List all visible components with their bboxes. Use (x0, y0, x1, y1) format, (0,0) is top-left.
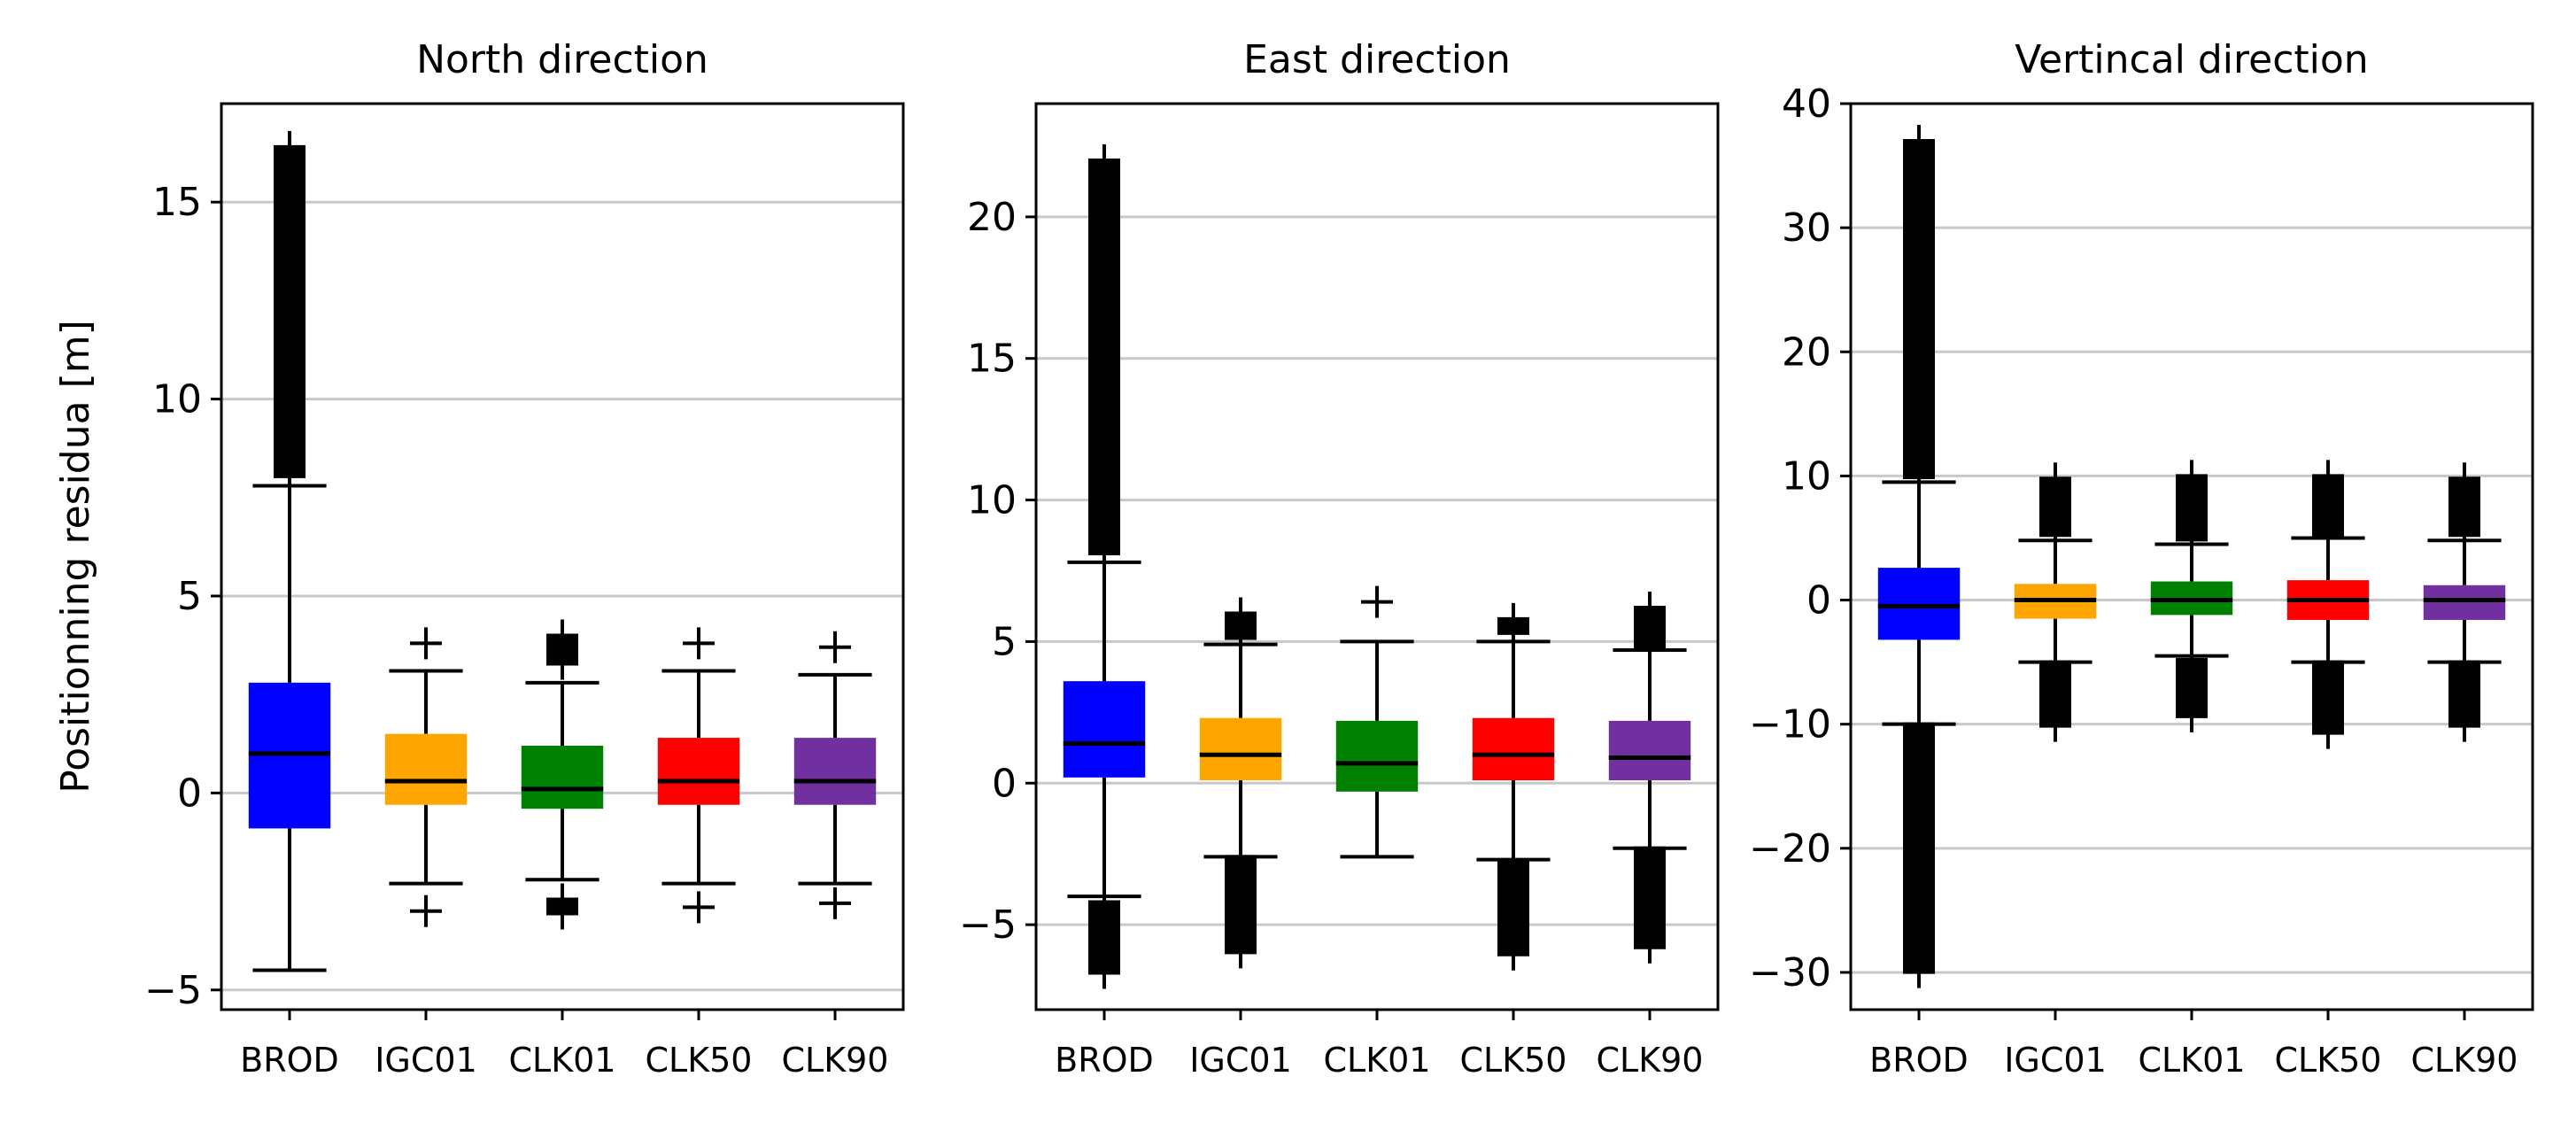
box-igc01 (384, 627, 468, 927)
box-clk01 (521, 619, 604, 930)
box-clk90 (1608, 592, 1691, 964)
x-tick-label: BROD (1055, 1041, 1154, 1080)
chart-title: Vertincal direction (2015, 37, 2368, 82)
fliers-high (546, 619, 578, 680)
chart-title: North direction (416, 37, 708, 82)
fliers-high (2039, 462, 2071, 552)
fliers-low (819, 887, 851, 919)
box-body (1608, 720, 1691, 781)
x-tick-label: IGC01 (2004, 1041, 2107, 1080)
y-tick-label: 10 (152, 377, 202, 422)
fliers-high (1903, 125, 1935, 494)
fliers-low (410, 895, 442, 927)
box-body (2423, 585, 2506, 620)
y-tick-label: −10 (1749, 702, 1831, 747)
y-tick-label: −5 (144, 968, 202, 1013)
y-tick-label: −30 (1749, 950, 1831, 995)
fliers-high (1497, 602, 1529, 649)
y-tick-label: 30 (1782, 205, 1831, 251)
fliers-low (2448, 646, 2480, 742)
box-brod (248, 130, 331, 972)
y-tick-label: 40 (1782, 81, 1831, 127)
panel-3: −30 −20 −10 0 10 20 30 40 BROD IGC01 CLK01 CLK50 CLK… (1749, 37, 2534, 1080)
y-tick-label: 5 (177, 574, 202, 619)
x-tick-label: BROD (1869, 1041, 1969, 1080)
box-clk50 (2286, 460, 2370, 749)
y-tick-label: 0 (177, 771, 202, 816)
box-body (521, 745, 604, 809)
axes-frame (220, 102, 905, 1011)
box-clk50 (657, 627, 740, 924)
fliers-low (2176, 643, 2208, 732)
fliers-high (2448, 462, 2480, 552)
box-body (1063, 681, 1146, 778)
fliers-high (819, 631, 851, 663)
y-tick-label: 5 (992, 619, 1017, 664)
fliers-low (1634, 832, 1666, 964)
x-tick-label: IGC01 (1189, 1041, 1292, 1080)
box-body (1472, 717, 1555, 781)
x-tick-label: CLK01 (509, 1041, 616, 1080)
y-tick-label: 0 (992, 761, 1017, 806)
fliers-high (1634, 592, 1666, 663)
panel-2: −5 0 5 10 15 20 BROD IGC01 CLK01 CLK50 CLK90 East d… (959, 37, 1720, 1080)
y-tick-label: 10 (1782, 453, 1831, 499)
x-tick-label: CLK01 (2139, 1041, 2246, 1080)
box-body (1335, 720, 1419, 792)
box-clk01 (1335, 585, 1419, 859)
y-tick-label: 20 (1782, 329, 1831, 375)
y-axis-label: Positionning residua [m] (53, 320, 98, 794)
box-body (1199, 717, 1282, 781)
panel-1: −5 0 5 10 15 BROD IGC01 CLK01 CLK50 CLK90 North di… (53, 37, 905, 1080)
fliers-low (2039, 646, 2071, 742)
x-tick-label: CLK50 (646, 1041, 753, 1080)
fliers-low (2312, 646, 2344, 749)
box-body (793, 738, 877, 805)
axes-frame (1849, 102, 2534, 1011)
y-tick-label: 0 (1806, 578, 1831, 623)
fliers-high (410, 627, 442, 660)
fliers-high (1088, 143, 1120, 569)
fliers-low (1225, 840, 1257, 969)
box-brod (1063, 143, 1146, 989)
box-igc01 (2014, 462, 2097, 742)
axes-frame (1034, 102, 1720, 1011)
box-body (657, 738, 740, 805)
box-body (384, 733, 468, 805)
fliers-low (1088, 886, 1120, 989)
box-clk90 (793, 631, 877, 919)
x-tick-label: CLK90 (2411, 1041, 2518, 1080)
fliers-high (274, 130, 306, 492)
box-body (1877, 568, 1961, 640)
y-tick-label: 15 (967, 337, 1017, 382)
fliers-high (2176, 460, 2208, 556)
fliers-high (2312, 460, 2344, 553)
chart-title: East direction (1243, 37, 1511, 82)
x-tick-label: CLK01 (1324, 1041, 1431, 1080)
x-tick-label: CLK50 (1460, 1041, 1567, 1080)
fliers-high (1361, 585, 1393, 618)
fliers-high (683, 627, 715, 660)
x-tick-label: CLK50 (2275, 1041, 2382, 1080)
box-igc01 (1199, 597, 1282, 969)
x-tick-label: IGC01 (375, 1041, 477, 1080)
y-tick-label: −20 (1749, 826, 1831, 871)
y-tick-label: −5 (959, 902, 1017, 948)
box-clk01 (2150, 460, 2233, 732)
y-tick-label: 20 (967, 195, 1017, 240)
fliers-high (1225, 597, 1257, 654)
x-tick-label: BROD (240, 1041, 339, 1080)
x-tick-label: CLK90 (1597, 1041, 1704, 1080)
fliers-low (683, 891, 715, 924)
box-brod (1877, 125, 1961, 988)
y-tick-label: 15 (152, 180, 202, 225)
fliers-low (1497, 846, 1529, 971)
fliers-low (546, 883, 578, 930)
x-tick-label: CLK90 (782, 1041, 889, 1080)
box-clk50 (1472, 602, 1555, 971)
box-clk90 (2423, 462, 2506, 742)
y-tick-label: 10 (967, 478, 1017, 523)
fliers-low (1903, 708, 1935, 988)
